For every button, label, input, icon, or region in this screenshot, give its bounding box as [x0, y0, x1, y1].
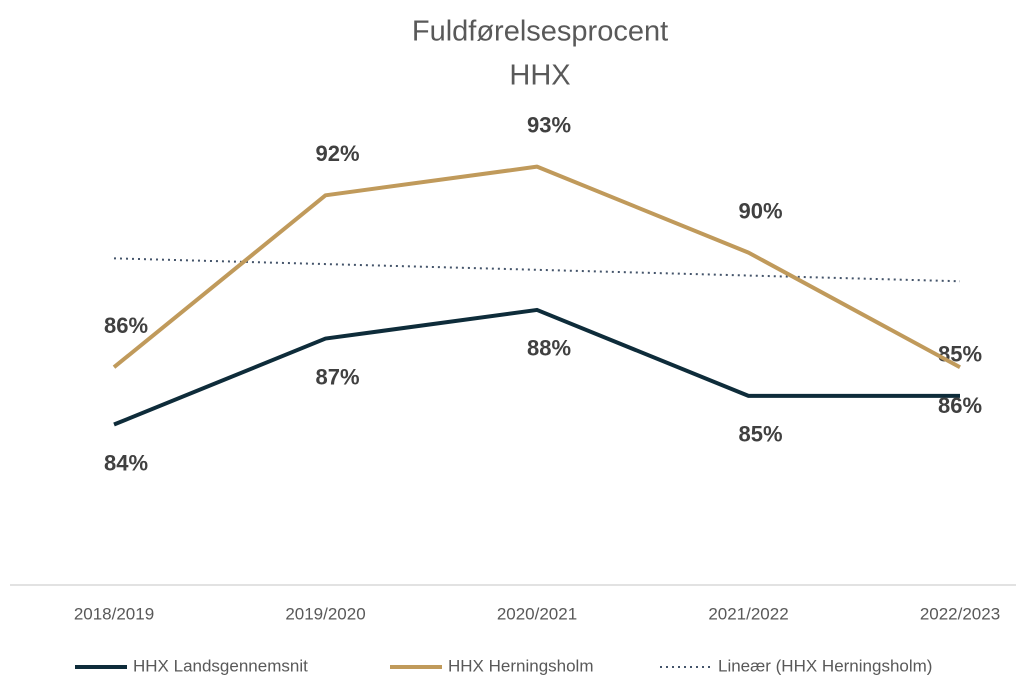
data-label: 90%	[738, 198, 782, 223]
series-line	[113, 307, 960, 427]
x-tick-label: 2022/2023	[920, 604, 1000, 623]
data-label: 84%	[104, 450, 148, 475]
legend-label: HHX Landsgennemsnit	[133, 656, 308, 675]
data-label: 85%	[938, 342, 982, 367]
data-label: 93%	[527, 112, 571, 137]
legend-label: Lineær (HHX Herningsholm)	[718, 656, 932, 675]
data-label: 88%	[527, 336, 571, 361]
chart-subtitle: HHX	[509, 60, 570, 92]
data-label: 86%	[104, 313, 148, 338]
x-tick-label: 2021/2022	[708, 604, 788, 623]
chart-title: Fuldførelsesprocent	[412, 16, 668, 48]
x-tick-label: 2020/2021	[497, 604, 577, 623]
data-label: 86%	[938, 393, 982, 418]
x-tick-label: 2018/2019	[74, 604, 154, 623]
series-line	[112, 164, 961, 369]
data-label: 87%	[315, 364, 359, 389]
data-label: 92%	[315, 141, 359, 166]
legend-label: HHX Herningsholm	[448, 656, 594, 675]
data-label: 85%	[738, 422, 782, 447]
x-tick-label: 2019/2020	[285, 604, 365, 623]
